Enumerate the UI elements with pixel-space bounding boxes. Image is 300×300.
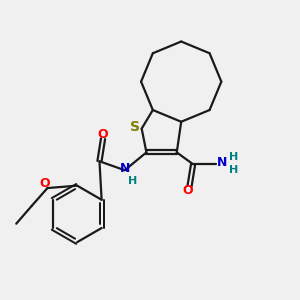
Text: O: O <box>40 177 50 190</box>
Text: N: N <box>217 156 228 169</box>
Text: O: O <box>97 128 108 141</box>
Text: H: H <box>128 176 138 186</box>
Text: O: O <box>183 184 194 197</box>
Text: S: S <box>130 120 140 134</box>
Text: H: H <box>229 165 239 175</box>
Text: N: N <box>119 162 130 175</box>
Text: H: H <box>229 152 239 162</box>
